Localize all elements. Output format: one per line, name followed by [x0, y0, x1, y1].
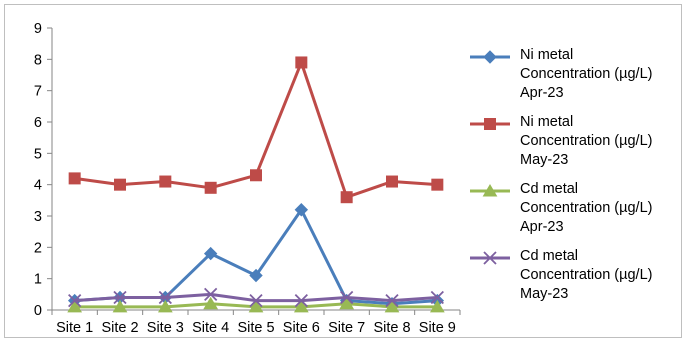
data-point-1-1 — [114, 178, 126, 191]
data-point-1-8 — [431, 178, 444, 191]
data-point-1-0 — [68, 172, 81, 185]
data-point-3-4 — [249, 293, 263, 308]
data-point-1-6 — [340, 191, 353, 204]
data-point-1-3 — [204, 181, 217, 194]
legend-item-ni-apr: Ni metal Concentration (µg/L) Apr-23 — [470, 46, 682, 113]
x-tick-label: Site 1 — [56, 320, 93, 336]
series-2 — [67, 296, 445, 313]
series-line-0 — [74, 208, 438, 306]
legend-swatch-marker — [484, 118, 496, 130]
data-point-0-5 — [294, 203, 309, 217]
y-tick-label: 6 — [34, 115, 42, 131]
data-point-2-3 — [203, 296, 219, 310]
x-tick-label: Site 3 — [147, 320, 184, 336]
data-point-1-5 — [295, 56, 308, 69]
data-point-2-0 — [67, 299, 83, 313]
legend-label-ni-apr: Ni metal Concentration (µg/L) Apr-23 — [520, 47, 653, 101]
x-tick-label: Site 7 — [328, 320, 365, 336]
data-point-3-2 — [158, 290, 172, 305]
y-tick-label: 1 — [34, 272, 42, 288]
data-point-2-6 — [339, 296, 355, 310]
legend-swatch-ni-may — [470, 118, 510, 130]
y-tick-label: 7 — [34, 84, 42, 100]
legend-swatch-cd-may — [470, 251, 510, 265]
y-tick-label: 5 — [34, 146, 42, 162]
chart-legend: Ni metal Concentration (µg/L) Apr-23 Ni … — [470, 46, 682, 314]
legend-item-cd-apr: Cd metal Concentration (µg/L) Apr-23 — [470, 180, 682, 247]
data-point-2-7 — [384, 299, 400, 313]
y-tick-label: 3 — [34, 209, 42, 225]
data-point-0-4 — [249, 268, 263, 283]
legend-swatch-marker — [483, 50, 497, 64]
data-point-3-6 — [340, 290, 354, 305]
data-point-3-3 — [204, 287, 218, 301]
data-point-2-2 — [157, 299, 173, 313]
data-point-1-4 — [250, 169, 262, 182]
y-tick-label: 2 — [34, 240, 42, 256]
x-tick-label: Site 6 — [283, 320, 320, 336]
legend-swatch-marker — [482, 184, 498, 197]
y-tick-label: 9 — [34, 21, 42, 37]
y-tick-label: 4 — [34, 178, 42, 194]
legend-swatch-marker — [483, 251, 497, 265]
data-point-0-3 — [203, 246, 218, 261]
legend-swatch-cd-apr — [470, 184, 510, 197]
y-tick-label: 8 — [34, 52, 42, 68]
legend-item-ni-may: Ni metal Concentration (µg/L) May-23 — [470, 113, 682, 180]
x-tick-label: Site 8 — [373, 320, 410, 336]
data-point-2-5 — [293, 299, 309, 313]
legend-item-cd-may: Cd metal Concentration (µg/L) May-23 — [470, 247, 682, 314]
data-point-3-1 — [113, 290, 127, 305]
data-point-3-7 — [385, 293, 399, 308]
x-tick-label: Site 4 — [192, 320, 229, 336]
data-point-2-1 — [112, 299, 128, 313]
legend-label-ni-may: Ni metal Concentration (µg/L) May-23 — [520, 114, 653, 168]
series-3 — [68, 287, 444, 308]
legend-label-cd-apr: Cd metal Concentration (µg/L) Apr-23 — [520, 181, 653, 235]
series-1 — [68, 56, 444, 204]
legend-label-cd-may: Cd metal Concentration (µg/L) May-23 — [520, 248, 653, 302]
data-point-2-4 — [248, 299, 264, 313]
data-point-3-0 — [68, 293, 82, 308]
x-tick-label: Site 2 — [101, 320, 138, 336]
data-point-1-2 — [159, 175, 172, 188]
legend-swatch-ni-apr — [470, 50, 510, 64]
chart-frame — [4, 4, 682, 338]
x-tick-label: Site 9 — [419, 320, 456, 336]
data-point-3-5 — [294, 293, 308, 308]
y-tick-label: 0 — [34, 303, 42, 319]
x-tick-label: Site 5 — [237, 320, 274, 336]
data-point-1-7 — [386, 175, 398, 188]
data-point-3-8 — [430, 290, 444, 305]
data-point-2-8 — [429, 299, 445, 313]
